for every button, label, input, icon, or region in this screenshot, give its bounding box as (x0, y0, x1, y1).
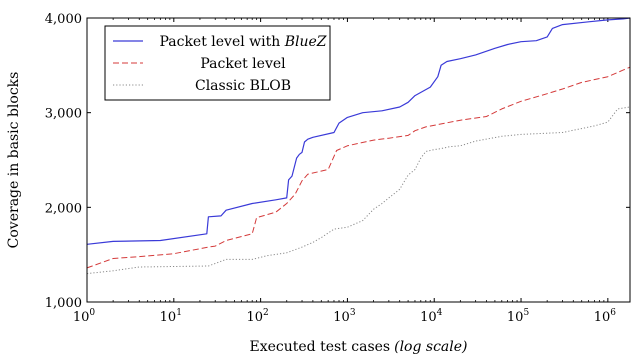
x-axis-title: Executed test cases (log scale) (250, 339, 468, 355)
series-line-2 (86, 106, 631, 275)
tick-layer: 100 101 102 103 104 105 106 1,000 2,000 3,000 4,00… (45, 12, 630, 325)
x-tick-label: 106 (594, 308, 617, 325)
y-tick-label: 3,000 (45, 107, 82, 122)
x-tick-label: 105 (507, 308, 530, 325)
legend: Packet level with BlueZ Packet level Cla… (104, 25, 331, 101)
legend-label-bluez: Packet level with BlueZ (159, 34, 326, 50)
y-tick-label: 1,000 (45, 296, 82, 311)
x-tick-label: 100 (73, 308, 96, 325)
series-line-0 (86, 17, 631, 245)
x-tick-label: 104 (420, 308, 443, 325)
plot-frame (86, 17, 631, 303)
x-tick-label: 102 (246, 308, 268, 325)
y-tick-label: 4,000 (45, 12, 82, 27)
series-line-1 (86, 66, 631, 269)
y-axis-title: Coverage in basic blocks (6, 72, 22, 249)
x-tick-label: 101 (160, 308, 182, 325)
legend-label-packet-level: Packet level (200, 56, 286, 72)
y-tick-label: 2,000 (45, 201, 82, 216)
x-tick-label: 103 (333, 308, 356, 325)
series-layer (86, 17, 631, 275)
legend-label-classic-blob: Classic BLOB (195, 78, 291, 94)
